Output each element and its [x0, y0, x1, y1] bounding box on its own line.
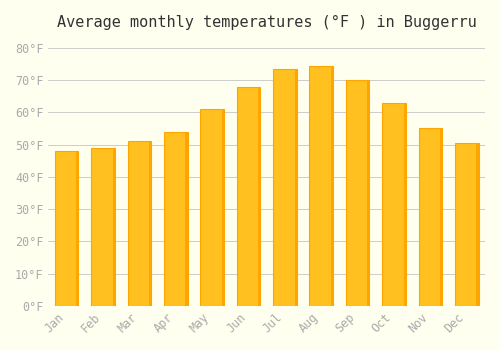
Title: Average monthly temperatures (°F ) in Buggerru: Average monthly temperatures (°F ) in Bu…	[57, 15, 476, 30]
Bar	[200, 109, 224, 306]
Bar	[382, 103, 406, 306]
Bar	[476, 143, 478, 306]
Bar	[76, 151, 78, 306]
Bar	[346, 80, 370, 306]
Bar	[368, 80, 370, 306]
Bar	[186, 132, 188, 306]
Bar	[164, 132, 188, 306]
Bar	[455, 143, 478, 306]
Bar	[258, 86, 260, 306]
Bar	[128, 141, 151, 306]
Bar	[149, 141, 151, 306]
Bar	[418, 128, 442, 306]
Bar	[331, 65, 333, 306]
Bar	[294, 69, 296, 306]
Bar	[112, 148, 115, 306]
Bar	[404, 103, 406, 306]
Bar	[236, 86, 260, 306]
Bar	[440, 128, 442, 306]
Bar	[273, 69, 296, 306]
Bar	[54, 151, 78, 306]
Bar	[91, 148, 115, 306]
Bar	[222, 109, 224, 306]
Bar	[310, 65, 333, 306]
